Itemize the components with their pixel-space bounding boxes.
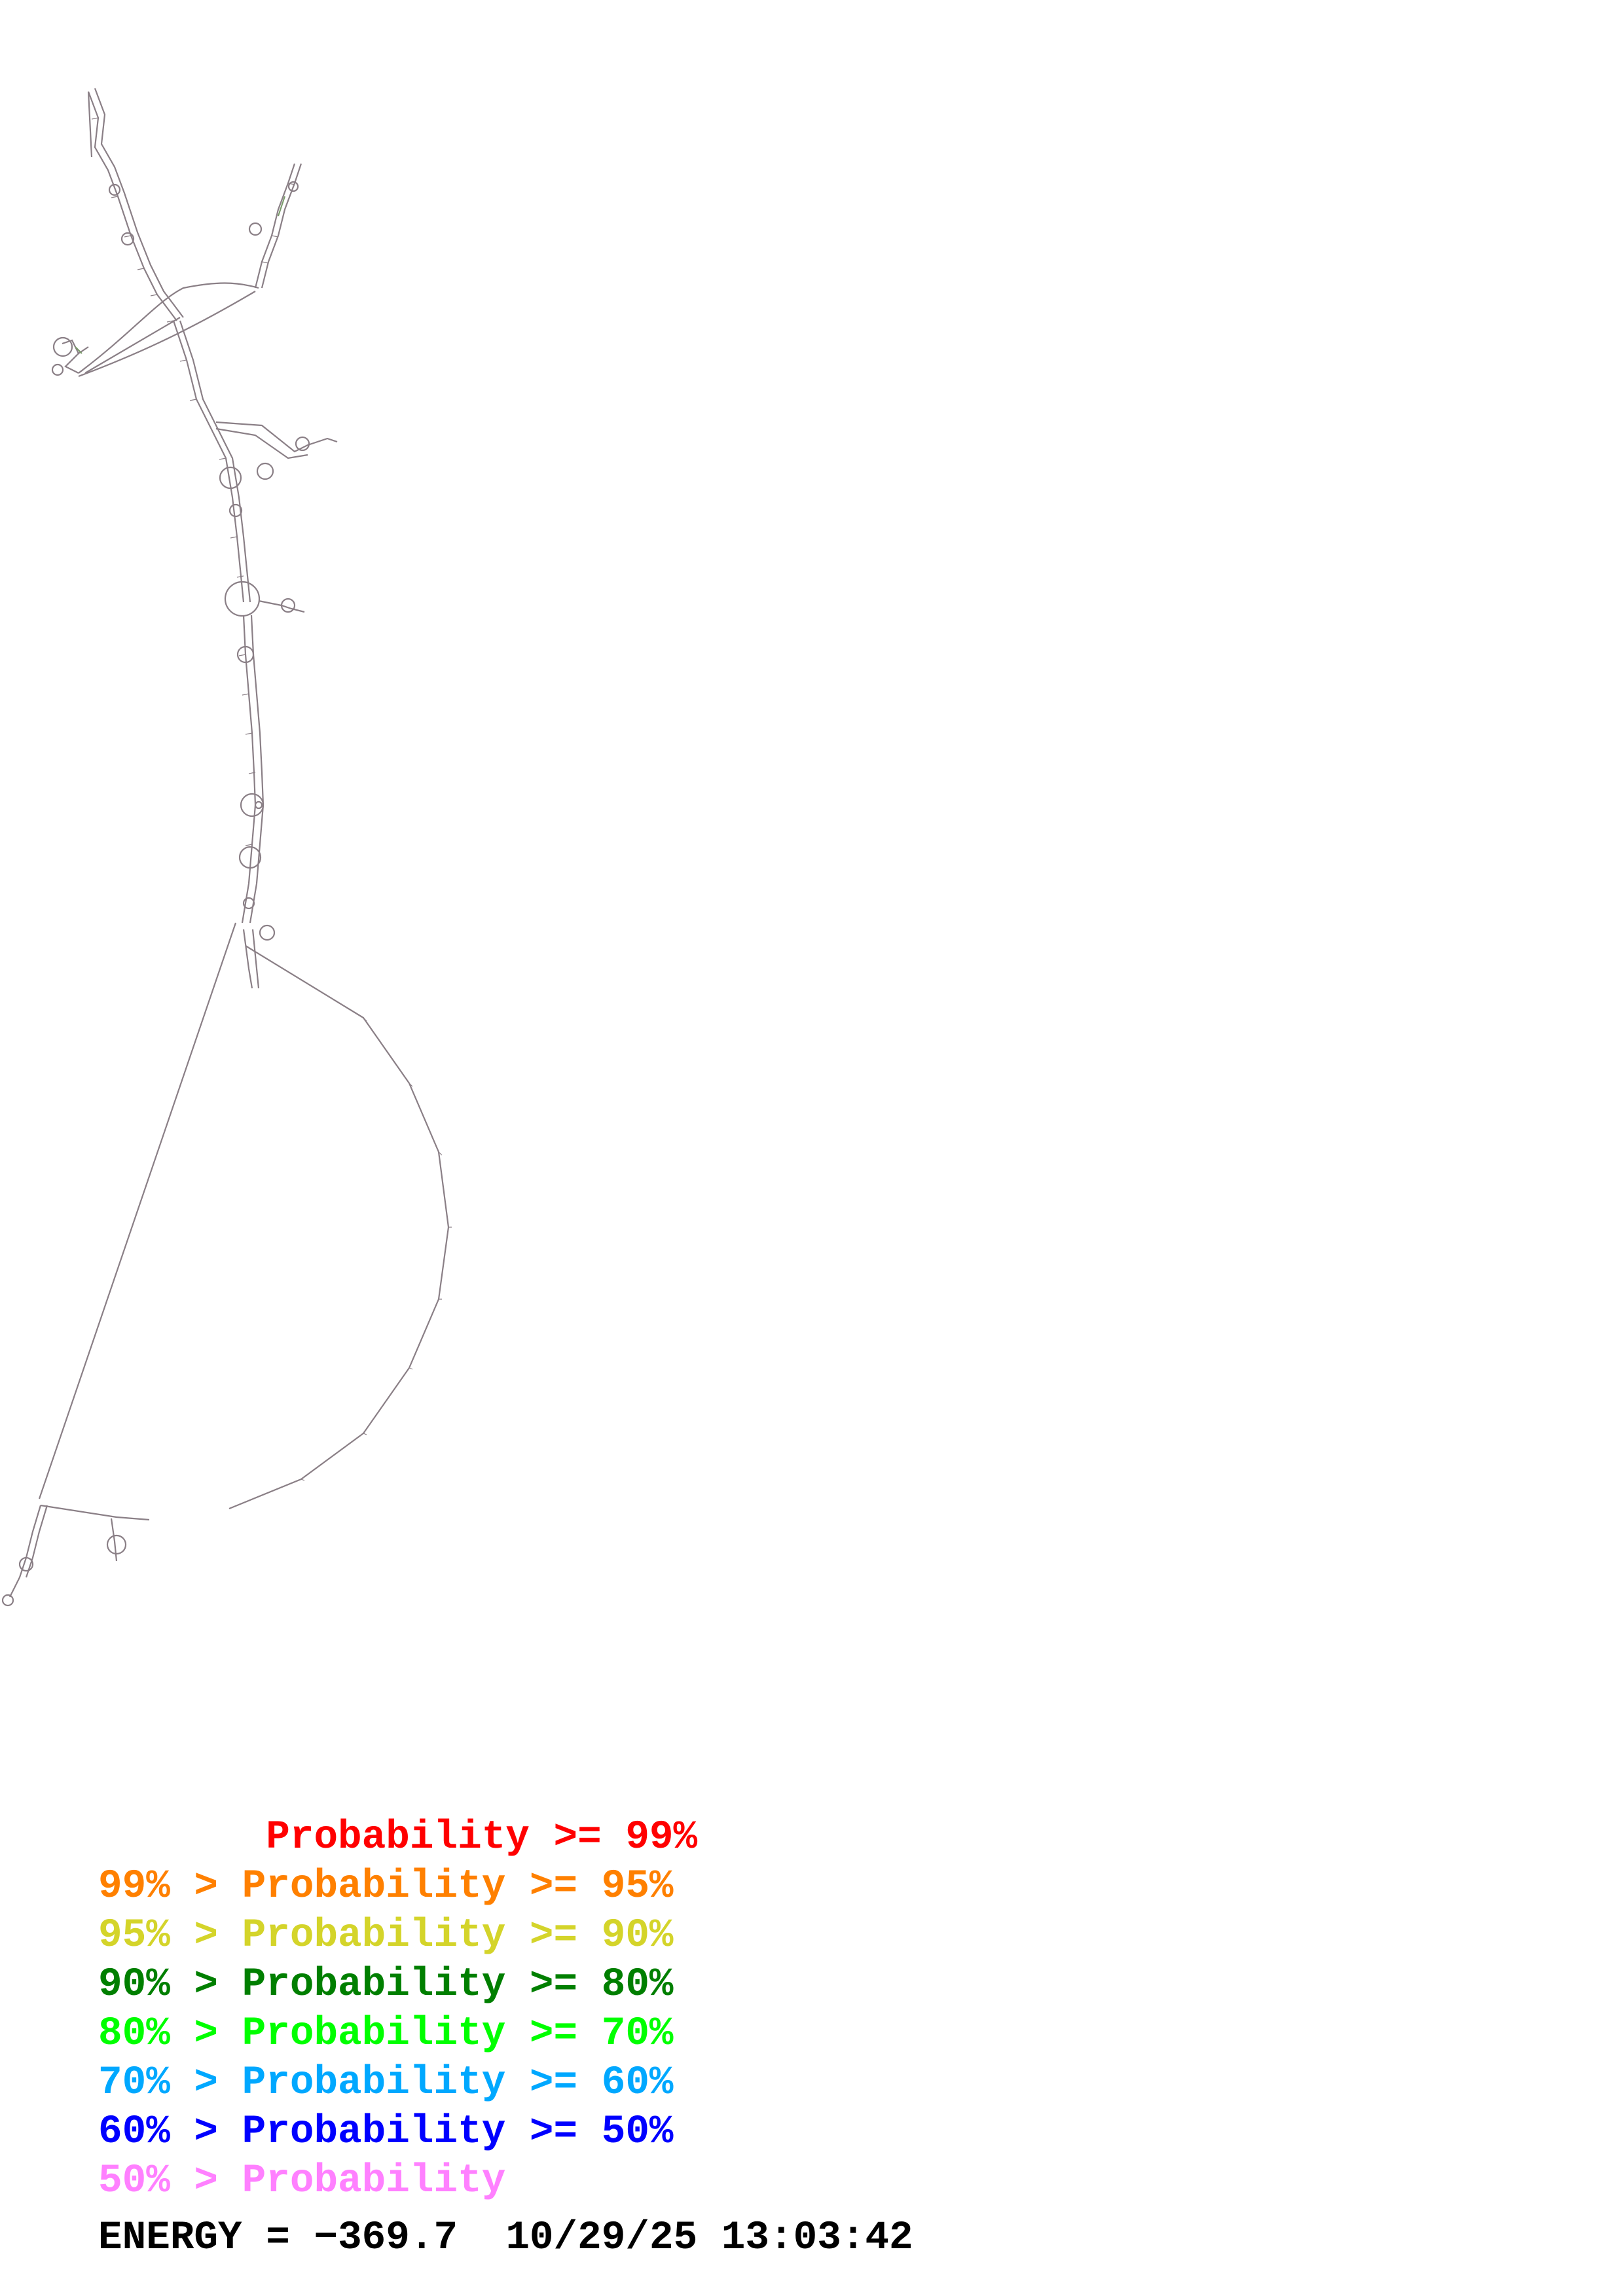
loop-5 [240,793,264,817]
loop-4 [236,645,255,664]
branch-upper-right-loop-2 [248,222,263,236]
branch-right-mid-loop [280,598,296,613]
lower-left-loop-2 [1,1594,14,1607]
branch-upper-left-loop-2 [120,232,135,246]
lower-hairpin-loop [106,1534,127,1555]
legend-row: Probability >= 99% [98,1815,698,1860]
lower-hairpin [110,1518,118,1562]
legend-row: 60% > Probability >= 50% [98,2109,674,2155]
branch-upper-left [87,91,177,321]
branch-upper-left-b [94,88,184,318]
main-stem-d [249,615,264,924]
branch-right-upper-b [215,427,308,459]
backbone-open-arc [228,945,450,1510]
loop-8 [259,924,276,941]
energy-value: −369.7 [314,2215,458,2261]
branch-right-upper [215,421,338,453]
legend-row: 95% > Probability >= 90% [98,1913,674,1958]
lower-left-loop-1 [18,1556,34,1572]
lower-left-stem [9,1505,48,1598]
legend-row: 99% > Probability >= 95% [98,1864,674,1909]
branch-upper-right-b [261,163,302,289]
top-crossing-arc [78,282,259,374]
footer-spacer [458,2215,505,2261]
top-crossing-arc-2 [78,291,256,378]
branch-far-left-loop [52,336,73,357]
colored-pair-segment-1 [278,196,285,217]
branch-upper-left-loop [108,183,121,196]
legend-row: 70% > Probability >= 60% [98,2060,674,2106]
loop-7 [242,897,255,910]
legend-row: 80% > Probability >= 70% [98,2011,674,2056]
probability-legend: Probability >= 99% 99% > Probability >= 9… [98,1813,697,2206]
legend-row: 90% > Probability >= 80% [98,1962,674,2007]
energy-footer: ENERGY = −369.7 10/29/25 13:03:42 [98,2214,913,2263]
energy-label: ENERGY = [98,2215,314,2261]
legend-row: 50% > Probability [98,2159,506,2204]
colored-pair-segment-2 [75,346,82,354]
backbone-left-strand [38,922,237,1499]
branch-right-upper-loop [295,436,310,452]
loop-1 [219,466,242,490]
top-crossing-line [84,317,181,374]
bottom-hairpin [242,929,260,989]
branch-right-mid-loop-2 [254,800,263,810]
rna-secondary-structure [1,88,452,1607]
loop-2 [228,503,243,518]
loop-9 [256,462,274,480]
loop-3 [224,581,261,617]
datetime: 10/29/25 13:03:42 [505,2215,913,2261]
branch-upper-right-loop [287,181,299,192]
base-ticks [91,117,452,1481]
branch-upper-right [254,163,296,289]
loop-6 [238,846,262,869]
branch-far-left-loop-2 [51,363,64,376]
branch-far-left [62,339,89,374]
backbone-lower-connector [40,1504,150,1521]
branch-right-mid [258,600,305,613]
main-stem-b [179,320,251,603]
